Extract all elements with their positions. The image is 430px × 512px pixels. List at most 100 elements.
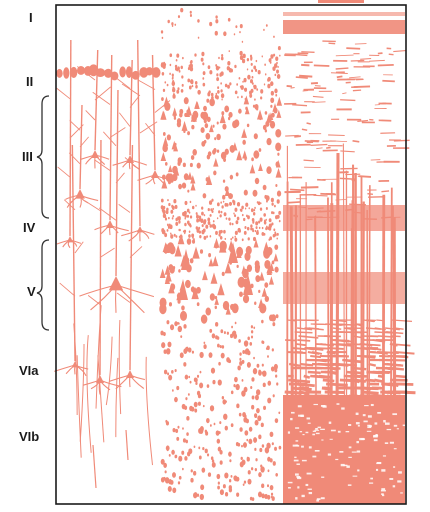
white-matter-gap [336, 403, 340, 405]
nissl-cell-body [261, 363, 264, 367]
nissl-cell-body [209, 328, 213, 333]
nissl-cell-body [207, 207, 210, 212]
nissl-cell-body [257, 201, 261, 206]
nissl-cell-body [252, 229, 255, 233]
nissl-cell-body [240, 85, 244, 90]
basal-dendrite [90, 284, 117, 311]
nissl-cell-body [163, 243, 170, 253]
nissl-cell-body [168, 202, 171, 207]
nissl-cell-body [234, 235, 236, 238]
nissl-cell-body [183, 362, 187, 367]
nissl-cell-body [278, 411, 281, 415]
nissl-cell-body [163, 369, 168, 375]
oblique-branch [129, 97, 139, 108]
oblique-branch [99, 247, 115, 258]
nissl-cell-body [276, 74, 281, 79]
nissl-cell-body [262, 382, 266, 388]
nissl-cell-body [196, 286, 201, 294]
nissl-cell-body [274, 231, 277, 234]
nissl-cell-body [229, 201, 232, 206]
nissl-cell-body [178, 220, 181, 224]
white-matter-gap [314, 429, 320, 431]
horizontal-fiber [310, 354, 322, 359]
nissl-cell-body [162, 132, 166, 136]
nissl-cell-body [213, 147, 217, 153]
white-matter-gap [301, 494, 305, 498]
white-matter-gap [335, 458, 339, 461]
nissl-cell-body [223, 31, 227, 37]
white-matter-gap [383, 419, 386, 423]
nissl-cell-body [269, 120, 276, 129]
nissl-cell-body [172, 427, 176, 433]
horizontal-fiber [394, 351, 415, 355]
horizontal-fiber [379, 354, 390, 358]
oblique-branch [121, 83, 141, 97]
horizontal-fiber [386, 331, 404, 335]
nissl-cell-body [167, 225, 170, 228]
horizontal-fiber [285, 339, 297, 342]
axon [73, 323, 78, 416]
white-matter-gap [348, 446, 352, 449]
nissl-cell-body [239, 427, 243, 432]
nissl-cell-body [208, 258, 214, 267]
nissl-cell-body [235, 383, 240, 391]
nissl-cell-body [276, 69, 279, 74]
nissl-cell-body [243, 217, 246, 222]
white-matter-gap [320, 497, 325, 500]
nissl-cell-body [224, 472, 229, 479]
nissl-cell-body [250, 224, 253, 228]
white-matter-gap [297, 444, 300, 447]
nissl-cell-body [198, 219, 201, 222]
nissl-cell-body [250, 467, 254, 471]
nissl-cell-body [250, 283, 254, 289]
white-matter-gap [392, 485, 396, 488]
nissl-cell-body [163, 462, 167, 468]
nissl-cell-body [270, 197, 274, 203]
nissl-cell-body [197, 401, 201, 406]
nissl-cell-body [276, 109, 282, 118]
nissl-cell-body [234, 207, 238, 212]
horizontal-fiber [363, 319, 375, 323]
horizontal-fiber [294, 135, 301, 138]
white-matter-gap [307, 488, 312, 490]
nissl-cell-body [271, 348, 274, 352]
nissl-cell-body [275, 56, 279, 61]
nissl-cell-body [274, 266, 279, 273]
horizontal-fiber [365, 378, 376, 383]
nissl-cell-body [211, 459, 215, 463]
nissl-cell-body [184, 374, 189, 380]
nissl-cell-body [179, 112, 183, 118]
horizontal-fiber [368, 362, 377, 367]
white-matter-gap [341, 407, 345, 410]
white-matter-gap [377, 461, 382, 464]
nissl-cell-body [188, 64, 191, 68]
nissl-cell-body [167, 198, 169, 202]
nissl-cell-body [271, 222, 274, 226]
granule-cell [95, 68, 106, 78]
nissl-cell-body [238, 108, 242, 114]
horizontal-fiber [394, 374, 407, 379]
nissl-cell-body [239, 30, 241, 34]
horizontal-fiber [312, 95, 324, 98]
nissl-cell-body [160, 198, 164, 203]
nissl-cell-body [241, 444, 243, 448]
oblique-branch [69, 124, 84, 139]
nissl-cell-body [188, 234, 191, 238]
white-matter-gap [316, 499, 320, 502]
nissl-cell-body [166, 229, 169, 232]
nissl-cell-body [250, 325, 254, 329]
nissl-cell-body [196, 214, 199, 219]
nissl-cell-body [164, 265, 171, 275]
horizontal-fiber [386, 362, 402, 367]
nissl-cell-body [234, 321, 237, 325]
nissl-cell-body [216, 202, 220, 207]
white-matter-gap [348, 456, 352, 458]
white-matter-gap [295, 444, 298, 446]
granule-cell [56, 68, 63, 78]
nissl-cell-body [176, 436, 180, 441]
axon [97, 355, 105, 443]
oblique-branch [98, 207, 117, 221]
nissl-cell-body [267, 76, 271, 82]
nissl-cell-body [278, 210, 282, 215]
white-matter-gap [381, 493, 384, 495]
